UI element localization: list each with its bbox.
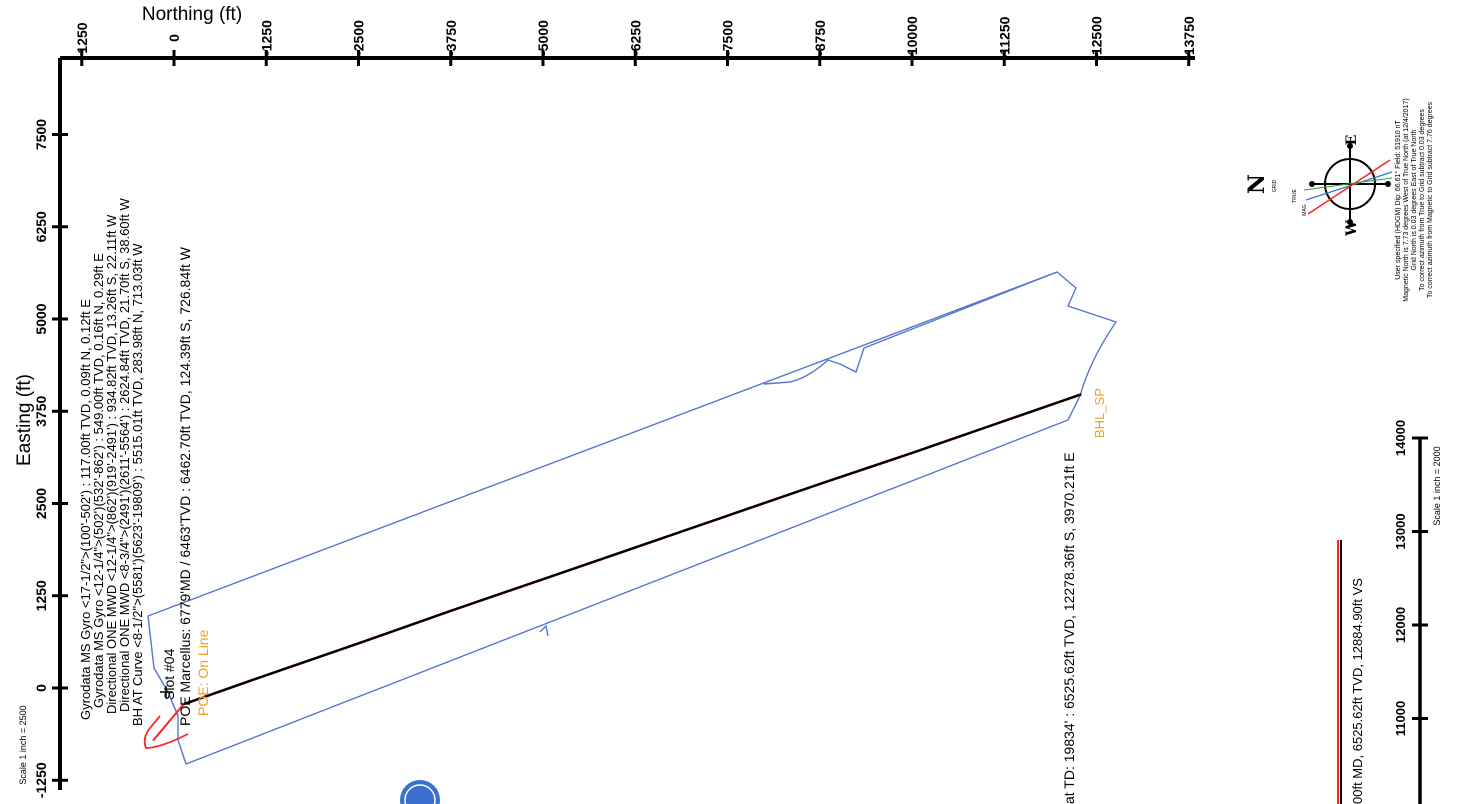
easting-tick-label: 6250 [33, 211, 49, 242]
slot-label: Slot #04 [161, 648, 177, 700]
grid-north-line [1305, 171, 1393, 201]
slot-marker [160, 686, 172, 698]
vs-scale-label: Scale 1 inch = 2000 [1432, 446, 1442, 525]
easting-tick-label: 2500 [33, 488, 49, 519]
compass-mag-label: MAG [1302, 204, 1308, 216]
magnetic-info: User specified (HDGM) Dip: 66.61° Field:… [1394, 98, 1434, 301]
easting-tick-label: 5000 [33, 303, 49, 334]
northing-tick-label: -7500 [720, 20, 736, 56]
compass-w-label: W [1344, 220, 1360, 237]
magnetic-info-line: To correct azimuth from True to Grid sub… [1419, 109, 1426, 291]
vs-tick-label: 14000 [1393, 420, 1408, 456]
compass-true-label: TRUE [1292, 189, 1298, 203]
easting-axis-title: Easting (ft) [14, 374, 35, 466]
northing-tick-label: -10000 [904, 16, 920, 60]
northing-axis-title: Northing (ft) [142, 4, 242, 25]
northing-tick-label: -3750 [443, 20, 459, 56]
actual-wellpath [184, 393, 1082, 706]
magnetic-north-line [1307, 159, 1391, 215]
magnetic-info-line: Grid North is 0.03 degrees East of True … [1411, 129, 1418, 270]
lease-boundary-notches [167, 271, 1058, 717]
northing-tick-label: -6250 [627, 20, 643, 56]
northing-tick-label: -8750 [812, 20, 828, 56]
easting-tick-label: -1250 [33, 762, 49, 798]
vs-tick-label: 13000 [1393, 513, 1408, 549]
magnetic-info-line: To correct azimuth from Magnetic to Grid… [1427, 101, 1434, 298]
vs-td-label: 00ft MD, 6525.62ft TVD, 12884.90ft VS [1350, 578, 1365, 804]
easting-tick-label: 3750 [33, 395, 49, 426]
survey-notes: Gyrodata MS Gyro <17-1/2">(100'-502') : … [78, 197, 145, 726]
compass-grid-label: GRID [1272, 179, 1278, 192]
compass-n-label: N [1244, 174, 1270, 194]
survey-note: Directional ONE MWD <8-3/4">(2491')(2611… [117, 197, 132, 712]
vs-tick-label: 12000 [1393, 607, 1408, 643]
plan-scale-label: Scale 1 inch = 2500 [18, 705, 28, 784]
easting-tick-label: 7500 [33, 119, 49, 150]
magnetic-info-line: User specified (HDGM) Dip: 66.61° Field:… [1394, 119, 1402, 279]
north-arrow-compass: N GRID TRUE MAG E W [1244, 135, 1393, 237]
survey-note: Gyrodata MS Gyro <12-1/4">(502')(532'-86… [91, 253, 106, 708]
northing-tick-label: -13750 [1181, 16, 1197, 60]
company-logo [400, 780, 440, 804]
lease-boundary [147, 271, 1118, 765]
northing-tick-label: -11250 [996, 16, 1012, 59]
easting-tick-label: 1250 [33, 580, 49, 611]
survey-note: Directional ONE MWD <12-1/4">(862')(919'… [104, 214, 119, 714]
true-north-line [1303, 177, 1393, 191]
planned-wellpath [152, 394, 1081, 742]
wellpath-hook [143, 715, 189, 749]
northing-tick-label: -12500 [1089, 16, 1105, 60]
poe-label: POE Marcellus: 6779'MD / 6463'TVD : 6462… [177, 246, 193, 726]
northing-tick-label: 1250 [74, 22, 90, 53]
northing-tick-label: -2500 [351, 20, 367, 56]
northing-tick-label: 0 [166, 34, 182, 42]
northing-tick-label: -5000 [535, 20, 551, 56]
magnetic-info-line: Magnetic North is 7.73 degrees West of T… [1403, 98, 1410, 301]
vs-tick-label: 11000 [1393, 701, 1408, 736]
northing-tick-label: -1250 [258, 20, 274, 56]
survey-note: BH AT Curve <8-1/2">(5581')(5623'-19809'… [130, 243, 145, 726]
vertical-section-ticks: 1400013000120001100000 [1393, 420, 1428, 736]
northing-ticks: 1250 0 -1250 -2500 -3750 -5000 -6250 -7500 -8750… [74, 16, 1197, 66]
bhl-tag: BHL_SP [1092, 388, 1107, 438]
easting-ticks: 7500 6250 5000 3750 2500 1250 0 -1250 [33, 119, 68, 798]
survey-note: Gyrodata MS Gyro <17-1/2">(100'-502') : … [78, 299, 93, 720]
td-label: at TD: 19834' : 6525.62ft TVD, 12278.36f… [1061, 452, 1077, 804]
poe-tag: POE: On Line [195, 629, 211, 716]
compass-e-label: E [1344, 135, 1360, 146]
easting-tick-label: 0 [33, 684, 49, 692]
